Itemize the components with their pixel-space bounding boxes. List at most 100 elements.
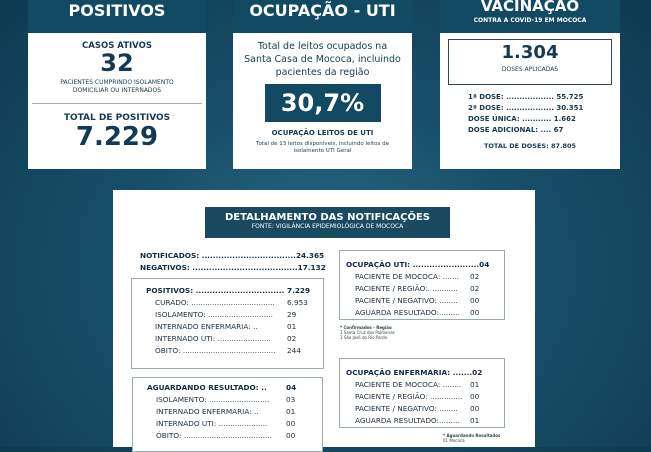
dose-line: 1ª DOSE: .................. 55.725 xyxy=(468,93,584,101)
row-value: 01 xyxy=(470,416,480,425)
uti-header: OCUPAÇÃO - UTI xyxy=(233,0,412,33)
row-label: OCUPAÇÃO UTI: ........................ xyxy=(346,260,480,269)
row-value: 04 xyxy=(479,260,490,269)
row-label: ÓBITO: .................................… xyxy=(155,346,276,355)
vacinacao-subheader: CONTRA A COVID-19 EM MOCOCA xyxy=(473,17,587,24)
aguardando-row: ISOLAMENTO: .......................... 03 xyxy=(147,394,310,406)
row-value: 7.229 xyxy=(287,286,311,295)
ocupacao-enfermaria-row: OCUPAÇÃO ENFERMARIA: ....... 02 xyxy=(346,367,494,379)
ocupacao-uti-row: AGUARDA RESULTADO:......... 00 xyxy=(346,307,494,319)
dose-line: DOSE ADICIONAL: .... 67 xyxy=(468,126,564,134)
ocupacao-enfermaria-row: PACIENTE / NEGATIVO: ........ 00 xyxy=(346,403,494,415)
casos-ativos-label: CASOS ATIVOS xyxy=(82,41,152,51)
vacinacao-header: VACINAÇÃO xyxy=(480,0,580,15)
row-label: PACIENTE / REGIÃO: .............. xyxy=(355,392,463,401)
row-label: PACIENTE DE MOCOCA: ........ xyxy=(355,380,462,389)
ocupacao-enfermaria-row: AGUARDA RESULTADO:......... 01 xyxy=(346,415,494,427)
total-positivos-value: 7.229 xyxy=(75,122,159,152)
row-value: 6.953 xyxy=(287,298,308,307)
row-value: 01 xyxy=(286,407,296,416)
row-label: POSITIVOS: .............................… xyxy=(146,286,285,295)
row-label: ÓBITO: .................................… xyxy=(156,431,272,440)
footnote-line: * Aguardando Resultados xyxy=(443,433,501,438)
row-value: 00 xyxy=(470,296,480,305)
row-label: INTERNADO UTI: ..................... xyxy=(156,419,268,428)
row-value: 01 xyxy=(470,380,480,389)
uti-card: OCUPAÇÃO - UTI Total de leitos ocupados … xyxy=(233,0,412,169)
doses-label: DOSES APLICADAS xyxy=(501,66,559,73)
total-positivos-label: TOTAL DE POSITIVOS xyxy=(63,113,171,123)
row-label: NOTIFICADOS: ...........................… xyxy=(140,251,296,260)
row-value: 03 xyxy=(286,395,296,404)
footnote-line: 1 São José do Rio Pardo xyxy=(340,335,388,340)
row-value: 17.132 xyxy=(297,263,326,272)
positivos-row: CURADO: ................................… xyxy=(146,297,311,309)
row-label: INTERNADO ENFERMARIA: .. xyxy=(156,407,259,416)
uti-note: Total de 13 leitos disponíveis, incluind… xyxy=(256,141,389,154)
row-label: OCUPAÇÃO ENFERMARIA: ....... xyxy=(346,368,473,377)
ocupacao-enfermaria-row: PACIENTE DE MOCOCA: ........ 01 xyxy=(346,379,494,391)
row-value: 244 xyxy=(287,346,301,355)
aguardando-row: INTERNADO UTI: ..................... 00 xyxy=(147,418,310,430)
row-value: 00 xyxy=(286,419,296,428)
footnote-line: 01 Mococa xyxy=(443,438,465,443)
aguardando-row: INTERNADO ENFERMARIA: .. 01 xyxy=(147,406,310,418)
uti-label: OCUPAÇÃO LEITOS DE UTI xyxy=(271,129,374,137)
ocupacao-uti-row: OCUPAÇÃO UTI: ........................ 04 xyxy=(346,259,494,271)
row-value: 29 xyxy=(287,310,297,319)
row-label: NEGATIVOS: .............................… xyxy=(140,263,298,272)
row-label: PACIENTE / REGIÃO:. ........... xyxy=(355,284,458,293)
row-label: AGUARDA RESULTADO:......... xyxy=(355,416,460,425)
positivos-header: POSITIVOS xyxy=(28,0,206,33)
row-label: AGUARDA RESULTADO:......... xyxy=(355,308,460,317)
detalhe-source: FONTE: VIGILÂNCIA EPIDEMIOLÓGICA DE MOCO… xyxy=(251,223,404,230)
row-value: 00 xyxy=(470,392,480,401)
ocupacao-uti-row: PACIENTE / NEGATIVO: ........ 00 xyxy=(346,295,494,307)
footnote-line: * Confirmados - Região xyxy=(340,325,392,330)
row-value: 02 xyxy=(472,368,483,377)
positivos-card: POSITIVOS CASOS ATIVOS 32 PACIENTES CUMP… xyxy=(28,0,206,169)
detalhe-title: DETALHAMENTO DAS NOTIFICAÇÕES xyxy=(225,212,430,223)
row-value: 24.365 xyxy=(295,251,325,260)
row-value: 00 xyxy=(286,431,296,440)
casos-ativos-value: 32 xyxy=(100,49,134,77)
positivos-row: ÓBITO: .................................… xyxy=(146,345,311,357)
row-value: 02 xyxy=(287,334,297,343)
ocupacao-enfermaria-row: PACIENTE / REGIÃO: .............. 00 xyxy=(346,391,494,403)
positivos-row: POSITIVOS: .............................… xyxy=(146,285,311,297)
row-label: INTERNADO UTI: ....................... xyxy=(155,334,271,343)
row-value: 01 xyxy=(287,322,297,331)
aguardando-row: ÓBITO: .................................… xyxy=(147,430,310,442)
positivos-row: INTERNADO UTI: ....................... 02 xyxy=(146,333,311,345)
summary-row: NEGATIVOS: .............................… xyxy=(140,262,326,274)
row-label: CURADO: ................................… xyxy=(155,298,275,307)
total-doses: TOTAL DE DOSES: 87.805 xyxy=(483,142,577,150)
row-value: 04 xyxy=(286,383,297,392)
row-value: 00 xyxy=(470,308,480,317)
dose-line: 2ª DOSE: .................. 30.351 xyxy=(468,104,584,112)
row-label: ISOLAMENTO: .......................... xyxy=(156,395,270,404)
footnote-line: 1 Santa Cruz das Palmeiras xyxy=(340,330,395,335)
row-label: PACIENTE / NEGATIVO: ........ xyxy=(355,404,458,413)
summary-row: NOTIFICADOS: ...........................… xyxy=(140,250,324,262)
uti-desc: Total de leitos ocupados na Santa Casa d… xyxy=(244,41,401,78)
uti-percent: 30,7% xyxy=(264,84,381,122)
doses-value: 1.304 xyxy=(501,42,559,63)
dose-line: DOSE ÚNICA: ........... 1.662 xyxy=(468,115,576,123)
row-label: AGUARDANDO RESULTADO: .. xyxy=(147,383,267,392)
row-label: PACIENTE DE MOCOCA: ....... xyxy=(355,272,459,281)
vacinacao-card: VACINAÇÃO CONTRA A COVID-19 EM MOCOCA 1.… xyxy=(440,0,620,169)
ocupacao-uti-row: PACIENTE DE MOCOCA: ....... 02 xyxy=(346,271,494,283)
row-label: PACIENTE / NEGATIVO: ........ xyxy=(355,296,458,305)
positivos-row: ISOLAMENTO: ............................… xyxy=(146,309,311,321)
aguardando-row: AGUARDANDO RESULTADO: .. 04 xyxy=(147,382,310,394)
row-label: INTERNADO ENFERMARIA: .. xyxy=(155,322,258,331)
casos-ativos-desc: PACIENTES CUMPRINDO ISOLAMENTO DOMICILIA… xyxy=(60,79,174,94)
row-value: 02 xyxy=(470,284,480,293)
detalhamento-panel: DETALHAMENTO DAS NOTIFICAÇÕES FONTE: VIG… xyxy=(113,190,535,452)
row-value: 00 xyxy=(470,404,480,413)
positivos-row: INTERNADO ENFERMARIA: .. 01 xyxy=(146,321,311,333)
row-value: 02 xyxy=(470,272,480,281)
ocupacao-uti-row: PACIENTE / REGIÃO:. ........... 02 xyxy=(346,283,494,295)
row-label: ISOLAMENTO: ............................ xyxy=(155,310,273,319)
